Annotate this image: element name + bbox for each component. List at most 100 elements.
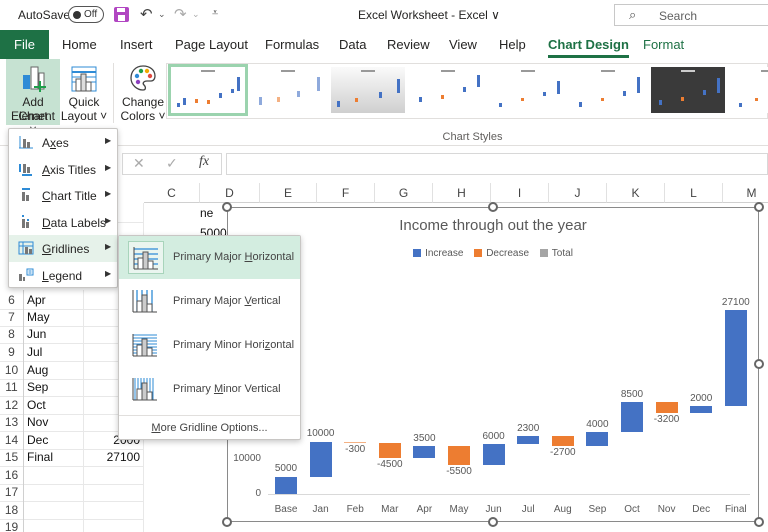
column-header-l[interactable]: L <box>665 183 723 203</box>
row-header[interactable]: 14 <box>0 430 24 450</box>
autosave-toggle[interactable]: Off <box>68 6 104 23</box>
cell-b[interactable] <box>84 465 144 485</box>
bar-apr[interactable] <box>413 446 436 459</box>
cell-a[interactable]: Sep <box>24 377 84 397</box>
primary-minor-horizontal-option[interactable]: Primary Minor Horizontal <box>119 324 300 367</box>
cell-a[interactable]: Final <box>24 447 84 467</box>
insert-function-icon[interactable]: fx <box>199 154 210 169</box>
tab-help[interactable]: Help <box>499 37 526 52</box>
column-header-h[interactable]: H <box>433 183 491 203</box>
formula-input[interactable] <box>226 153 768 175</box>
cell-a[interactable]: Nov <box>24 412 84 432</box>
cell-a[interactable]: Jun <box>24 324 84 344</box>
row-header[interactable]: 7 <box>0 307 24 327</box>
cell-a[interactable] <box>24 500 84 520</box>
row-header[interactable]: 15 <box>0 447 24 467</box>
cell-a[interactable]: Dec <box>24 430 84 450</box>
enter-icon[interactable]: ✓ <box>166 155 178 171</box>
tab-insert[interactable]: Insert <box>120 37 153 52</box>
cell-a[interactable]: Apr <box>24 290 84 310</box>
chart-style-3[interactable] <box>331 67 405 113</box>
menu-item-chart-title[interactable]: Chart Title ▶ <box>9 182 117 209</box>
resize-handle-top-left[interactable] <box>222 202 232 212</box>
chart-style-8[interactable] <box>731 67 768 113</box>
cell-b[interactable] <box>84 500 144 520</box>
tab-chart-design[interactable]: Chart Design <box>548 37 629 58</box>
row-header[interactable]: 10 <box>0 360 24 380</box>
cell-b[interactable] <box>84 482 144 502</box>
add-chart-element-button[interactable]: Add Chart Element ˅ <box>6 59 60 137</box>
row-header[interactable]: 13 <box>0 412 24 432</box>
bar-base[interactable] <box>275 476 297 494</box>
chart-title[interactable]: Income through out the year <box>399 217 587 234</box>
quick-layout-button[interactable]: Quick Layout ˅ <box>60 59 108 125</box>
column-header-c[interactable]: C <box>144 183 200 203</box>
resize-handle-bottom[interactable] <box>488 517 498 527</box>
row-header[interactable]: 18 <box>0 500 24 520</box>
customize-quick-access-icon[interactable]: ⩡ <box>212 7 219 19</box>
bar-final[interactable] <box>724 310 747 406</box>
row-header[interactable]: 9 <box>0 342 24 362</box>
chart-style-7[interactable] <box>651 67 725 113</box>
bar-may[interactable] <box>448 446 470 466</box>
bar-dec[interactable] <box>690 406 713 414</box>
cell-a[interactable]: May <box>24 307 84 327</box>
tab-file[interactable]: File <box>0 30 49 59</box>
undo-dropdown-icon[interactable]: ⌄ <box>158 9 166 19</box>
row-header[interactable]: 12 <box>0 395 24 415</box>
bar-jul[interactable] <box>517 436 540 445</box>
resize-handle-bottom-left[interactable] <box>222 517 232 527</box>
menu-item-axes[interactable]: Axes ▶ <box>9 129 117 156</box>
search-box[interactable]: ⌕ Search <box>614 4 768 26</box>
tab-data[interactable]: Data <box>339 37 367 52</box>
more-gridline-options[interactable]: More Gridline Options... <box>119 415 300 439</box>
row-header[interactable]: 8 <box>0 324 24 344</box>
save-icon[interactable] <box>114 7 129 22</box>
resize-handle-top-right[interactable] <box>754 202 764 212</box>
waterfall-chart[interactable]: Income through out the year Increase Dec… <box>227 207 759 522</box>
column-header-m[interactable]: M <box>723 183 768 203</box>
cell-a[interactable] <box>24 465 84 485</box>
bar-nov[interactable] <box>655 402 678 414</box>
column-header-j[interactable]: J <box>549 183 607 203</box>
cell-a[interactable]: Jul <box>24 342 84 362</box>
redo-dropdown-icon[interactable]: ⌄ <box>192 9 200 19</box>
row-header[interactable]: 16 <box>0 465 24 485</box>
resize-handle-top[interactable] <box>488 202 498 212</box>
undo-icon[interactable]: ↶ <box>140 6 153 23</box>
tab-review[interactable]: Review <box>387 37 430 52</box>
menu-item-data-labels[interactable]: Data Labels ▶ <box>9 209 117 236</box>
bar-mar[interactable] <box>378 442 401 459</box>
column-header-k[interactable]: K <box>607 183 665 203</box>
primary-minor-vertical-option[interactable]: Primary Minor Vertical <box>119 368 300 411</box>
primary-major-vertical-option[interactable]: Primary Major Vertical <box>119 280 300 323</box>
chart-style-5[interactable] <box>491 67 565 113</box>
menu-item-axis-titles[interactable]: Axis Titles ▶ <box>9 156 117 183</box>
chart-style-2[interactable] <box>251 67 325 113</box>
column-header-g[interactable]: G <box>375 183 433 203</box>
cell-b[interactable] <box>84 517 144 532</box>
chart-style-4[interactable] <box>411 67 485 113</box>
column-header-i[interactable]: I <box>491 183 549 203</box>
row-header[interactable]: 6 <box>0 290 24 310</box>
cell-a[interactable] <box>24 482 84 502</box>
row-header[interactable]: 17 <box>0 482 24 502</box>
tab-format[interactable]: Format <box>643 37 685 52</box>
cell-b[interactable]: 27100 <box>84 447 144 467</box>
change-colors-button[interactable]: Change Colors ˅ <box>119 59 167 125</box>
primary-major-horizontal-option[interactable]: Primary Major Horizontal <box>119 236 300 279</box>
document-title[interactable]: Excel Worksheet - Excel ∨ <box>358 8 500 22</box>
row-header[interactable]: 11 <box>0 377 24 397</box>
chart-style-1[interactable] <box>168 64 248 116</box>
cancel-icon[interactable]: ✕ <box>133 155 145 171</box>
redo-icon[interactable]: ↷ <box>174 6 187 23</box>
cell-a[interactable] <box>24 517 84 532</box>
tab-view[interactable]: View <box>449 37 477 52</box>
tab-formulas[interactable]: Formulas <box>265 37 320 52</box>
bar-aug[interactable] <box>551 436 574 446</box>
chart-legend[interactable]: Increase Decrease Total <box>228 248 758 259</box>
column-header-d[interactable]: D <box>200 183 260 203</box>
bar-jan[interactable] <box>309 441 332 477</box>
row-header[interactable]: 19 <box>0 517 24 532</box>
column-header-f[interactable]: F <box>317 183 375 203</box>
